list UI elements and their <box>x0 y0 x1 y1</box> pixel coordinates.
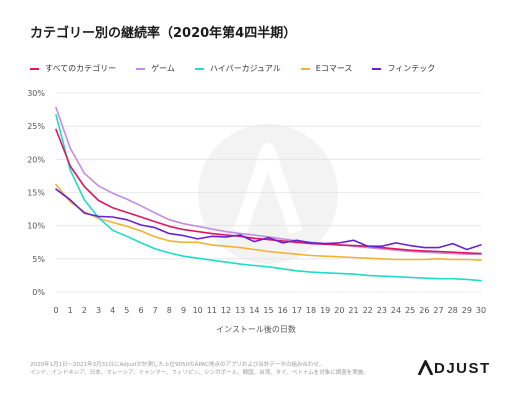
x-tick-label: 7 <box>153 306 158 315</box>
y-tick-label: 5% <box>32 255 45 264</box>
x-tick-label: 22 <box>363 306 373 315</box>
x-tick-label: 28 <box>448 306 458 315</box>
adjust-logo-mark-icon <box>418 360 433 375</box>
x-tick-label: 11 <box>207 306 217 315</box>
x-tick-label: 12 <box>221 306 231 315</box>
y-tick-label: 10% <box>27 222 45 231</box>
x-tick-label: 0 <box>53 306 58 315</box>
logo-text: DJUST <box>434 360 491 377</box>
y-tick-label: 25% <box>27 122 45 131</box>
x-tick-label: 23 <box>377 306 387 315</box>
x-tick-label: 2 <box>82 306 87 315</box>
x-tick-label: 19 <box>320 306 330 315</box>
footnote: 2020年1月1日～2021年3月31日にAdjustが計測した上位9050のA… <box>30 361 430 377</box>
y-tick-label: 0% <box>32 288 45 297</box>
x-tick-label: 21 <box>348 306 358 315</box>
x-tick-label: 6 <box>138 306 143 315</box>
y-tick-label: 20% <box>27 155 45 164</box>
x-axis-label: インストール後の日数 <box>0 324 512 335</box>
x-tick-label: 5 <box>124 306 129 315</box>
x-tick-label: 30 <box>476 306 486 315</box>
x-tick-label: 26 <box>419 306 429 315</box>
x-tick-label: 10 <box>193 306 203 315</box>
y-axis-ticks: 0% 5% 10% 15% 20% 25% 30% <box>27 89 45 297</box>
x-tick-label: 14 <box>249 306 259 315</box>
x-tick-label: 8 <box>167 306 172 315</box>
x-tick-label: 9 <box>181 306 186 315</box>
x-tick-label: 1 <box>68 306 73 315</box>
footnote-line-1: 2020年1月1日～2021年3月31日にAdjustが計測した上位9050のA… <box>30 361 430 369</box>
y-tick-label: 30% <box>27 89 45 98</box>
x-tick-label: 24 <box>391 306 401 315</box>
x-tick-label: 27 <box>433 306 443 315</box>
x-tick-label: 20 <box>334 306 344 315</box>
x-tick-label: 3 <box>96 306 101 315</box>
footnote-line-2: インド、インドネシア、日本、マレーシア、ミャンマー、フィリピン、シンガポール、韓… <box>30 369 430 377</box>
x-tick-label: 16 <box>278 306 288 315</box>
x-axis-ticks: 0123456789101112131415161718192021222324… <box>53 306 486 315</box>
x-tick-label: 13 <box>235 306 245 315</box>
x-tick-label: 25 <box>405 306 415 315</box>
x-tick-label: 15 <box>263 306 273 315</box>
x-tick-label: 29 <box>462 306 472 315</box>
x-tick-label: 18 <box>306 306 316 315</box>
x-tick-label: 17 <box>292 306 302 315</box>
y-tick-label: 15% <box>27 189 45 198</box>
x-tick-label: 4 <box>110 306 115 315</box>
brand-logo: DJUST <box>418 360 491 377</box>
